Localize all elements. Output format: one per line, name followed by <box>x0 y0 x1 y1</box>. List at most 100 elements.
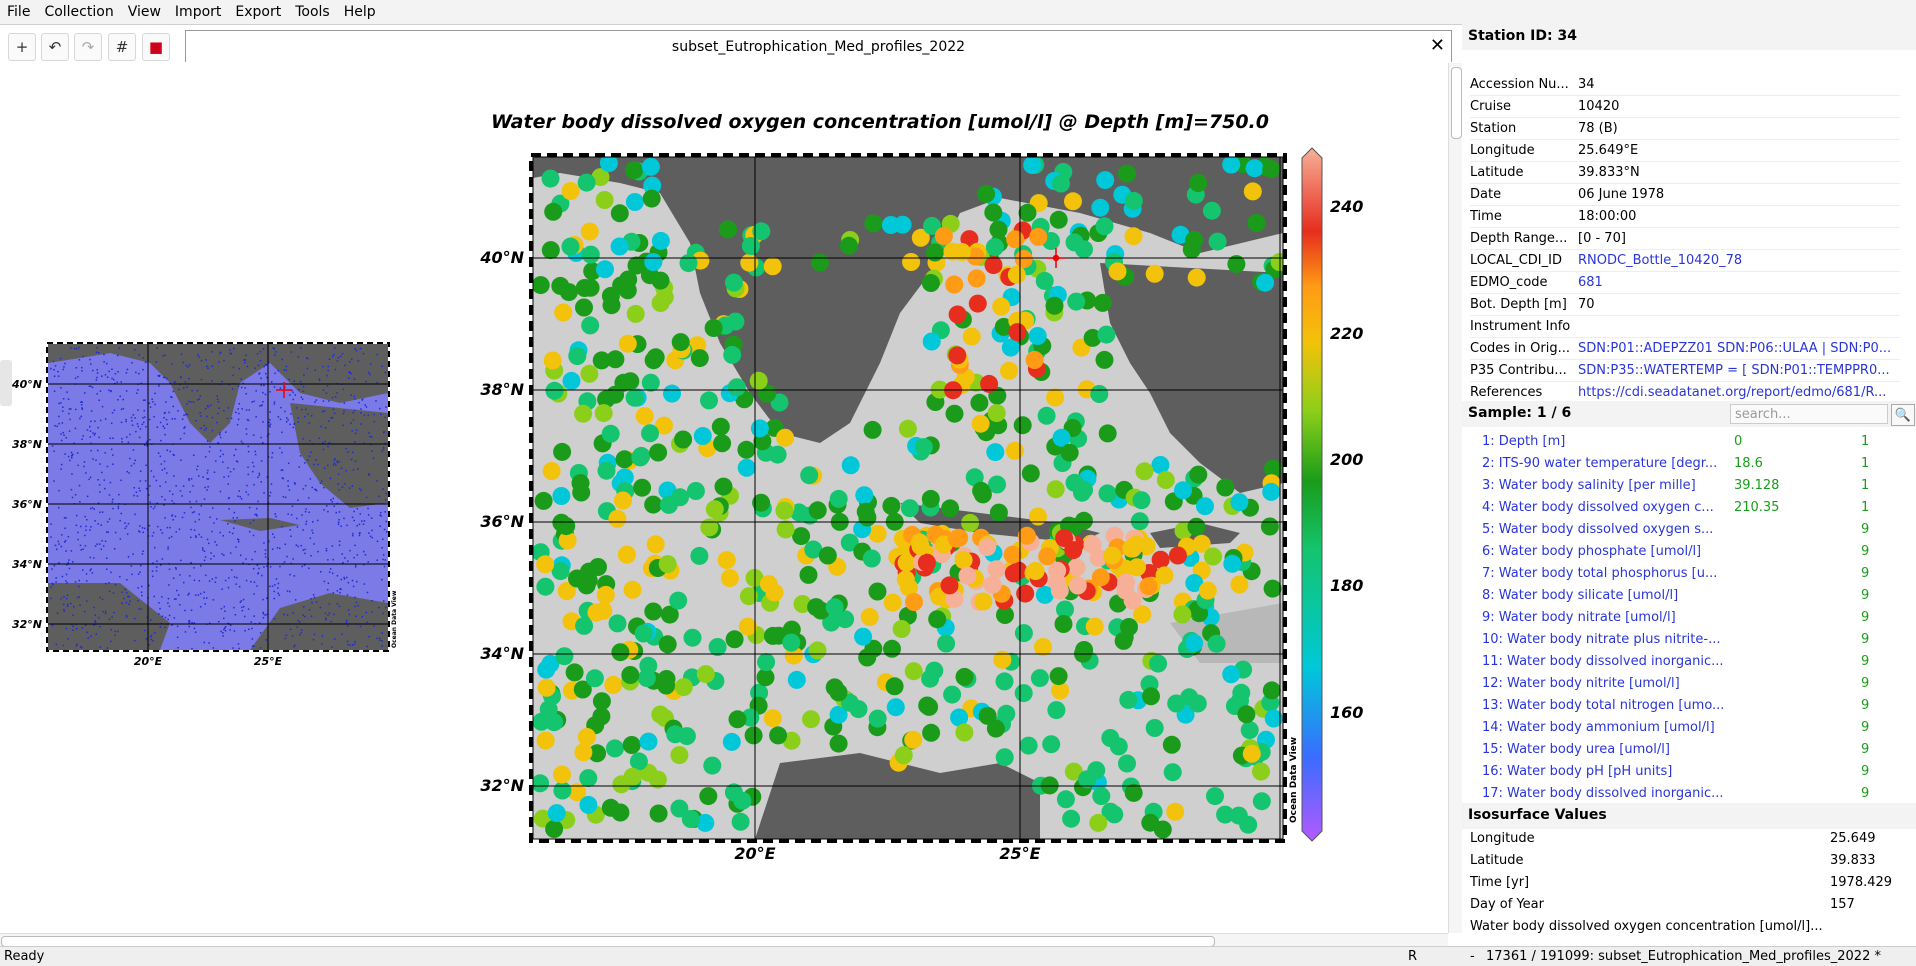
mini-station-dot <box>191 390 193 392</box>
save-button[interactable]: ■ <box>142 33 170 61</box>
mini-station-dot <box>237 495 239 497</box>
station-dot <box>860 608 879 626</box>
mini-station-dot <box>117 505 120 508</box>
sample-row[interactable]: 12: Water body nitrite [umol/l] 9 <box>1470 672 1900 694</box>
station-value[interactable]: 681 <box>1578 274 1603 290</box>
mini-lon-label: 25°E <box>254 655 283 668</box>
mini-station-dot <box>343 578 346 580</box>
mini-station-dot <box>190 528 192 531</box>
sample-row[interactable]: 9: Water body nitrate [umol/l] 9 <box>1470 606 1900 628</box>
undo-button[interactable]: ↶ <box>41 33 69 61</box>
mini-station-dot <box>236 517 238 519</box>
sample-row[interactable]: 17: Water body dissolved inorganic... 9 <box>1470 782 1900 804</box>
station-dot <box>756 668 775 687</box>
station-dot <box>713 434 732 453</box>
menu-help[interactable]: Help <box>343 4 376 20</box>
station-dot <box>808 641 827 660</box>
station-dot <box>1243 182 1262 201</box>
station-value[interactable]: https://cdi.seadatanet.org/report/edmo/6… <box>1578 384 1887 400</box>
sample-row[interactable]: 15: Water body urea [umol/l] 9 <box>1470 738 1900 760</box>
mini-station-dot <box>382 558 384 561</box>
mini-station-dot <box>90 442 92 445</box>
sample-row[interactable]: 5: Water body dissolved oxygen s... 9 <box>1470 518 1900 540</box>
station-dot <box>758 384 777 403</box>
mini-station-dot <box>148 402 151 404</box>
mini-station-dot <box>108 370 110 373</box>
mini-station-dot <box>350 372 352 375</box>
document-tab[interactable]: subset_Eutrophication_Med_profiles_2022 … <box>185 30 1452 62</box>
sample-row[interactable]: 3: Water body salinity [per mille] 39.128… <box>1470 474 1900 496</box>
grid-button[interactable]: # <box>108 33 136 61</box>
search-button[interactable]: 🔍 <box>1891 404 1915 426</box>
sample-row[interactable]: 7: Water body total phosphorus [u... 9 <box>1470 562 1900 584</box>
sample-row[interactable]: 4: Water body dissolved oxygen c... 210.3… <box>1470 496 1900 518</box>
sample-row[interactable]: 6: Water body phosphate [umol/l] 9 <box>1470 540 1900 562</box>
station-dot <box>644 602 663 621</box>
mini-station-dot <box>110 628 112 631</box>
mini-station-dot <box>55 581 57 583</box>
station-dot <box>1151 456 1170 474</box>
mini-station-dot <box>129 600 131 602</box>
mini-station-dot <box>218 407 220 409</box>
sample-row[interactable]: 8: Water body silicate [umol/l] 9 <box>1470 584 1900 606</box>
isosurface-row: Water body dissolved oxygen concentratio… <box>1470 915 1900 937</box>
mini-station-dot <box>296 526 299 528</box>
mini-station-dot <box>256 353 259 355</box>
menu-collection[interactable]: Collection <box>44 4 114 20</box>
side-panel-handle[interactable] <box>0 360 12 406</box>
mini-station-dot <box>221 553 223 555</box>
mini-station-dot <box>138 372 140 375</box>
menu-import[interactable]: Import <box>174 4 222 20</box>
station-dot <box>1162 735 1181 754</box>
redo-button[interactable]: ↷ <box>74 33 102 61</box>
mini-station-dot <box>361 615 363 618</box>
mini-station-dot <box>358 534 361 537</box>
station-dot <box>1013 416 1032 435</box>
station-dot <box>1030 669 1049 688</box>
station-row: Depth Range... [0 - 70] <box>1470 227 1900 250</box>
sample-row[interactable]: 14: Water body ammonium [umol/l] 9 <box>1470 716 1900 738</box>
sample-row[interactable]: 2: ITS-90 water temperature [degr... 18.6… <box>1470 452 1900 474</box>
menu-export[interactable]: Export <box>235 4 282 20</box>
add-button[interactable]: + <box>8 33 36 61</box>
isosurface-key: Latitude <box>1470 852 1524 868</box>
vertical-scroll-thumb[interactable] <box>1451 67 1462 139</box>
station-dot <box>1029 507 1047 526</box>
undo-icon: ↶ <box>48 38 62 56</box>
menu-file[interactable]: File <box>7 4 31 20</box>
mini-station-dot <box>157 374 160 377</box>
sample-row[interactable]: 10: Water body nitrate plus nitrite-... 9 <box>1470 628 1900 650</box>
close-icon[interactable]: ✕ <box>1429 35 1445 56</box>
mini-station-dot <box>299 634 301 636</box>
menu-tools[interactable]: Tools <box>295 4 330 20</box>
station-row: Longitude 25.649°E <box>1470 139 1900 162</box>
vertical-scrollbar[interactable] <box>1448 63 1463 933</box>
mini-map[interactable] <box>48 344 388 650</box>
sample-search-input[interactable]: search... <box>1730 404 1888 424</box>
mini-station-dot <box>260 481 262 483</box>
station-dot <box>1155 566 1174 585</box>
station-value[interactable]: RNODC_Bottle_10420_78 <box>1578 252 1743 268</box>
sample-variable: 1: Depth [m] <box>1482 433 1566 449</box>
station-marker[interactable] <box>1046 248 1066 268</box>
horizontal-scrollbar[interactable] <box>0 933 1448 947</box>
mini-station-dot <box>299 621 301 623</box>
mini-station-dot <box>269 411 271 413</box>
mini-station-dot <box>379 525 381 527</box>
mini-station-dot <box>358 532 361 535</box>
mini-station-dot <box>199 606 202 608</box>
main-lon-labels: 20°E 25°E <box>734 844 1040 863</box>
sample-row[interactable]: 13: Water body total nitrogen [umo... 9 <box>1470 694 1900 716</box>
sample-row[interactable]: 1: Depth [m] 0 1 <box>1470 430 1900 452</box>
mini-station-dot <box>345 621 348 624</box>
sample-row[interactable]: 16: Water body pH [pH units] 9 <box>1470 760 1900 782</box>
mini-station-dot <box>293 423 295 425</box>
plot-canvas[interactable]: Water body dissolved oxygen concentratio… <box>0 63 1448 933</box>
station-value[interactable]: SDN:P01::ADEPZZ01 SDN:P06::ULAA | SDN:P0… <box>1578 340 1892 356</box>
menu-view[interactable]: View <box>127 4 161 20</box>
station-value[interactable]: SDN:P35::WATERTEMP = [ SDN:P01::TEMPPR0.… <box>1578 362 1890 378</box>
sample-row[interactable]: 11: Water body dissolved inorganic... 9 <box>1470 650 1900 672</box>
station-dot <box>787 670 806 689</box>
mini-station-dot <box>312 521 314 523</box>
station-dot <box>1262 482 1281 501</box>
